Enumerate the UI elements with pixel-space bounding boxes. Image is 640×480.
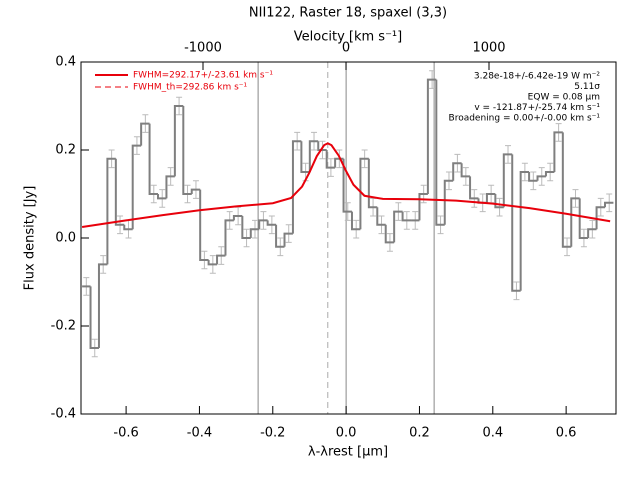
x-tick-label: 0.2 [409, 426, 430, 441]
histogram-step [216, 254, 226, 265]
histogram-step [190, 188, 201, 194]
histogram-step [249, 228, 260, 238]
histogram-step [570, 197, 580, 247]
histogram-step [494, 194, 504, 209]
histogram-step [266, 220, 277, 226]
annotation: 3.28e-18+/-6.42e-19 W m⁻² [474, 72, 601, 82]
y-tick-label: -0.4 [51, 407, 76, 422]
histogram-step [325, 150, 336, 169]
x-tick-label: -0.6 [113, 426, 138, 441]
histogram-step [502, 153, 513, 208]
histogram-step [148, 123, 159, 195]
histogram-step [401, 211, 412, 222]
annotation: EQW = 0.08 μm [528, 93, 600, 103]
histogram-step [460, 163, 471, 178]
histogram-step [199, 189, 209, 261]
histogram-step [140, 122, 150, 146]
histogram-step [207, 260, 218, 266]
y-axis-label: Flux density [Jy] [23, 186, 38, 291]
histogram-step [317, 141, 327, 151]
histogram-step [519, 171, 530, 291]
histogram-step [469, 176, 479, 200]
legend-label: FWHM=292.17+/-23.61 km s⁻¹ [133, 71, 273, 81]
histogram-step [367, 158, 378, 209]
histogram-step [106, 157, 116, 265]
x2-tick-label: -1000 [184, 41, 222, 56]
annotation: Broadening = 0.00+/-0.00 km s⁻¹ [449, 114, 601, 124]
histogram-step [418, 193, 428, 221]
histogram-step [435, 79, 445, 226]
histogram-step [350, 211, 361, 231]
histogram-step [123, 224, 133, 231]
histogram-step [553, 131, 563, 172]
x2-tick-label: 0 [342, 41, 350, 56]
histogram-step [275, 224, 285, 248]
x-tick-label: -0.4 [187, 426, 212, 441]
y-tick-label: 0.2 [55, 143, 76, 158]
histogram-step [342, 158, 352, 213]
histogram-step [89, 286, 99, 349]
histogram-step [114, 158, 125, 226]
histogram-step [603, 201, 614, 208]
histogram-step [258, 219, 268, 230]
histogram-step [587, 228, 597, 238]
histogram-step [283, 232, 293, 247]
histogram-step [561, 132, 572, 248]
x-tick-label: 0.6 [556, 426, 577, 441]
histogram-step [97, 263, 108, 348]
histogram-step [528, 172, 538, 182]
y-tick-label: 0.0 [55, 231, 76, 246]
histogram-step [232, 215, 243, 221]
histogram-step [224, 219, 234, 256]
histogram-step [384, 224, 395, 244]
x-tick-label: -0.2 [260, 426, 285, 441]
histogram-step [536, 175, 546, 181]
histogram-step [376, 207, 386, 226]
histogram-step [308, 140, 319, 172]
x2-axis-label: Velocity [km s⁻¹] [294, 30, 402, 45]
histogram-step [300, 141, 310, 173]
x-tick-label: 0.0 [336, 426, 357, 441]
histogram-step [359, 157, 369, 230]
fit-curve [81, 142, 611, 228]
histogram-step [173, 105, 184, 177]
annotation: 5.11σ [574, 82, 600, 92]
histogram-step [578, 198, 589, 239]
histogram-step [452, 162, 462, 181]
histogram-step [595, 206, 605, 230]
histogram-step [291, 140, 302, 234]
y-tick-label: 0.4 [55, 55, 76, 70]
y-tick-label: -0.2 [51, 319, 76, 334]
histogram-step [511, 154, 521, 292]
histogram-step [443, 179, 454, 225]
histogram-step [393, 210, 403, 243]
histogram-step [157, 194, 167, 200]
chart-title: NII122, Raster 18, spaxel (3,3) [249, 6, 447, 21]
histogram-step [165, 175, 175, 199]
annotation: v = -121.87+/-25.74 km s⁻¹ [474, 103, 600, 113]
histogram-step [131, 144, 142, 230]
legend-label: FWHM_th=292.86 km s⁻¹ [133, 83, 248, 93]
histogram-step [485, 193, 496, 203]
x-tick-label: 0.4 [482, 426, 503, 441]
histogram-step [544, 171, 555, 177]
x2-tick-label: 1000 [472, 41, 505, 56]
histogram-step [241, 216, 251, 239]
x-axis-label: λ-λrest [μm] [308, 445, 388, 460]
histogram-step [426, 78, 437, 194]
histogram-step [182, 106, 192, 195]
